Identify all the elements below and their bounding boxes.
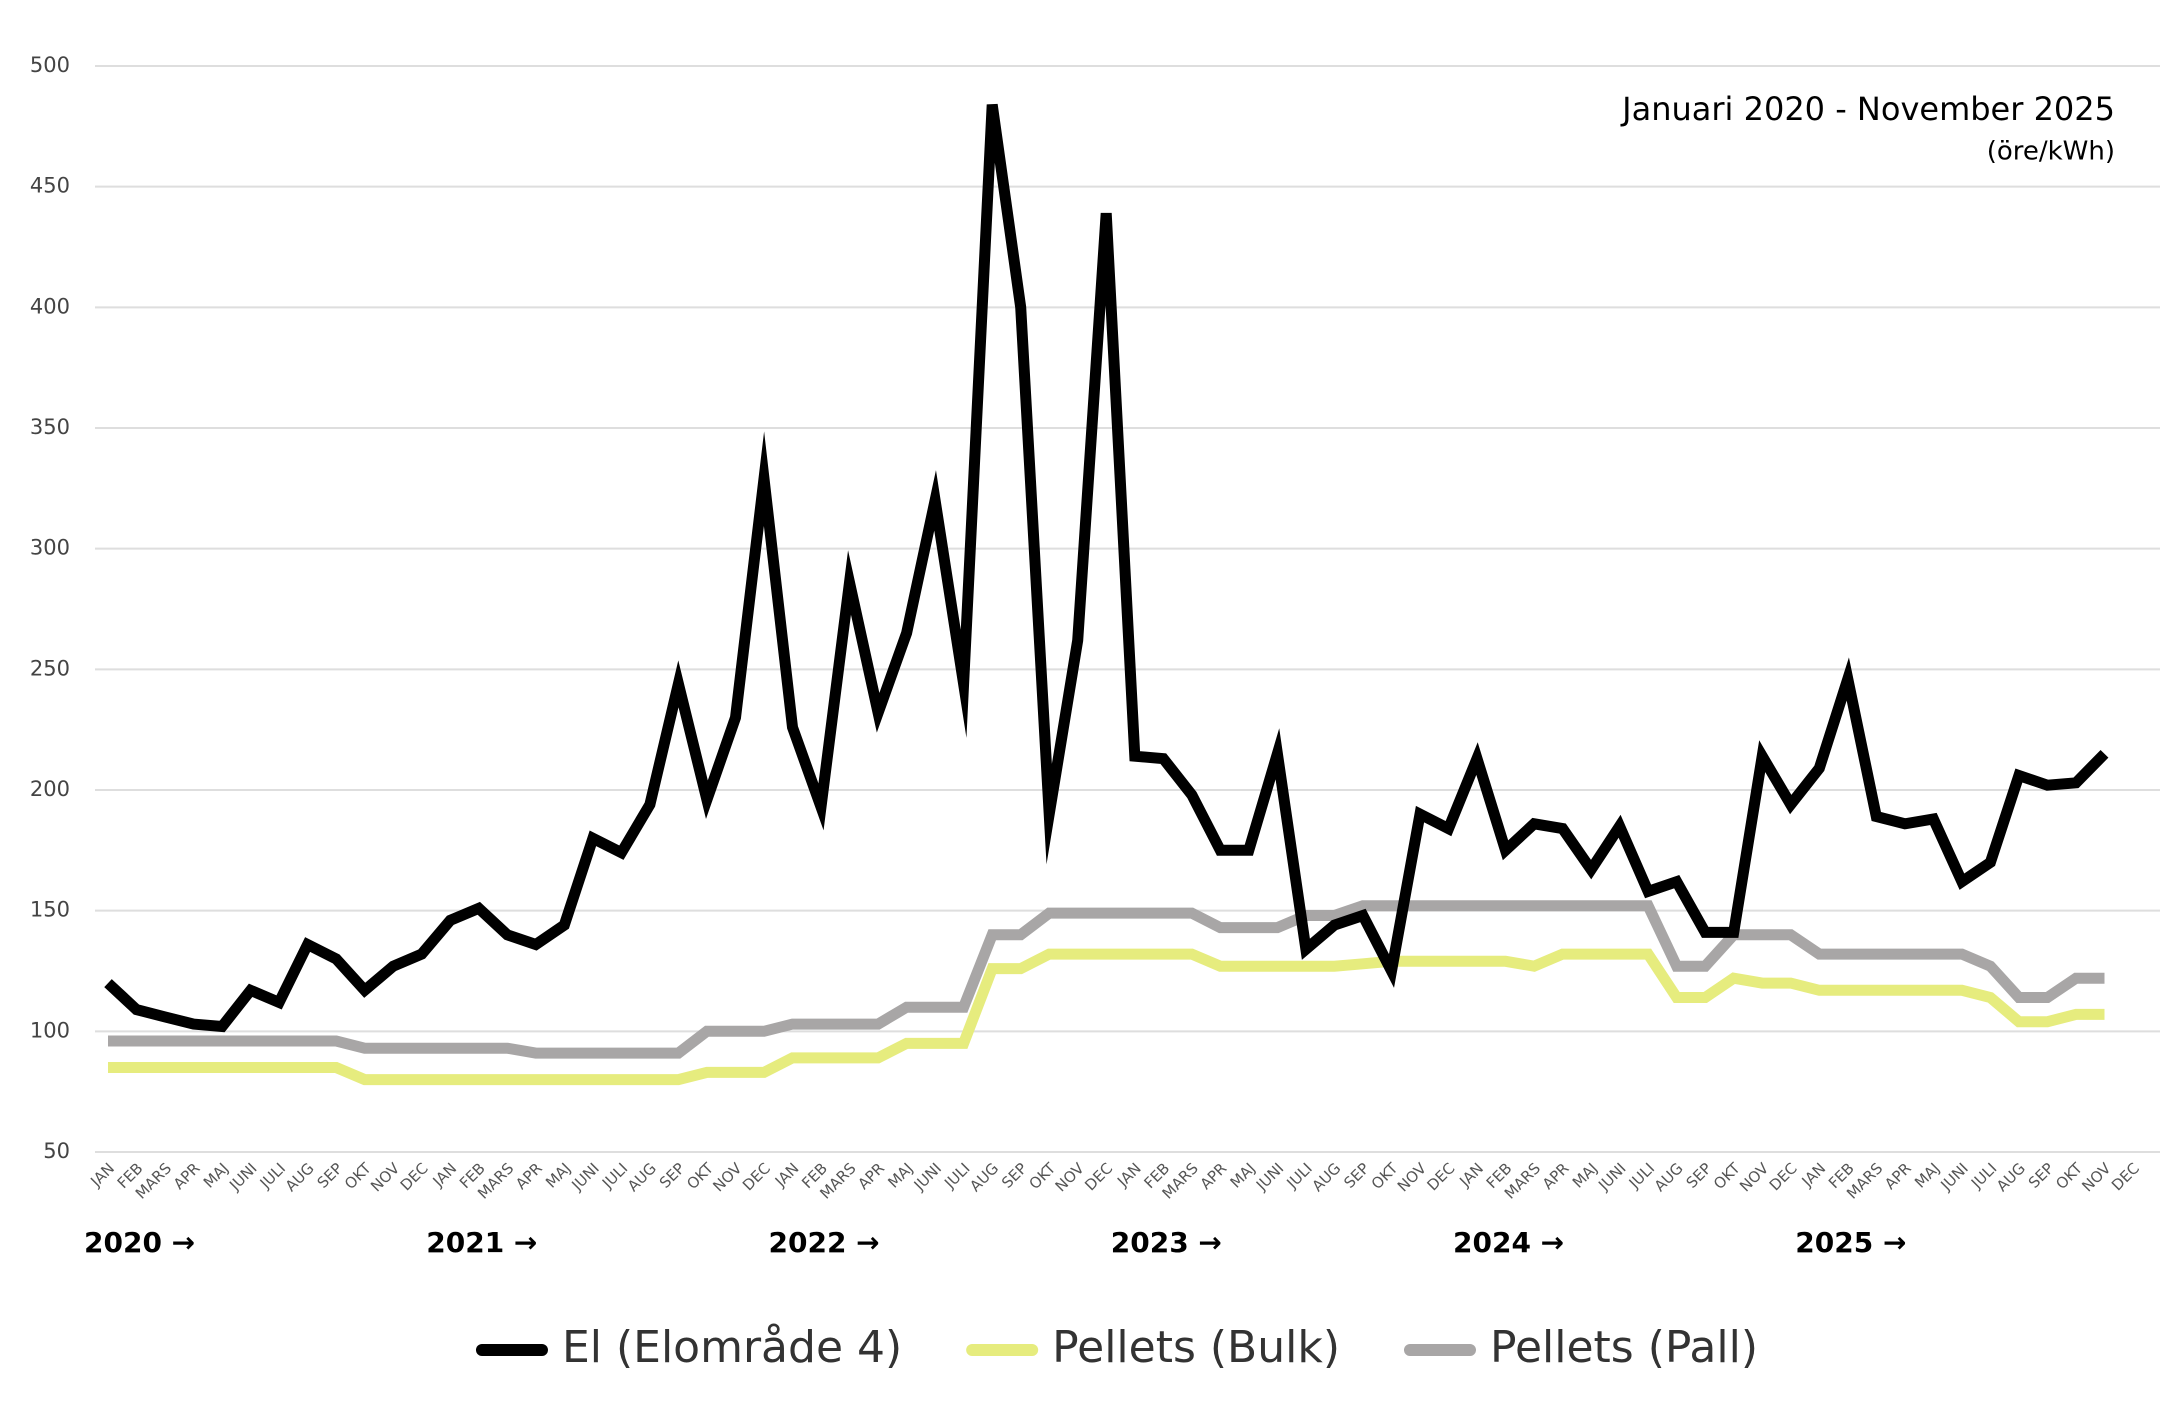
x-tick-label: JULI	[1967, 1159, 2000, 1192]
x-tick-label: OKT	[341, 1159, 375, 1193]
x-tick-label: SEP	[314, 1159, 347, 1192]
year-label: 2024 →	[1453, 1226, 1564, 1259]
x-tick-label: NOV	[1394, 1159, 1431, 1196]
x-tick-label: APR	[1881, 1159, 1915, 1193]
series-line	[108, 948, 2105, 1086]
legend-label: El (Elområde 4)	[562, 1322, 902, 1373]
x-tick-label: SEP	[656, 1159, 689, 1192]
chart-title: Januari 2020 - November 2025	[1620, 90, 2115, 128]
y-tick-label: 200	[30, 777, 70, 801]
x-tick-label: OKT	[1026, 1159, 1060, 1193]
x-tick-label: JUNI	[1594, 1159, 1629, 1194]
x-tick-label: MAJ	[542, 1159, 574, 1191]
legend-item: Pellets (Pall)	[1403, 1322, 1758, 1373]
x-tick-label: DEC	[397, 1159, 432, 1194]
x-tick-label: DEC	[1081, 1159, 1116, 1194]
year-label: 2023 →	[1111, 1226, 1222, 1259]
x-tick-label: APR	[1539, 1159, 1573, 1193]
y-tick-label: 50	[43, 1139, 70, 1163]
x-tick-label: NOV	[1052, 1159, 1089, 1196]
x-tick-label: OKT	[1710, 1159, 1744, 1193]
x-tick-label: DEC	[739, 1159, 774, 1194]
x-tick-label: JAN	[1798, 1159, 1830, 1191]
x-tick-label: NOV	[2078, 1159, 2115, 1196]
chart-subtitle: (öre/kWh)	[1987, 137, 2115, 167]
y-tick-label: 500	[30, 53, 70, 77]
y-tick-label: 450	[30, 174, 70, 198]
x-tick-label: JUNI	[1936, 1159, 1971, 1194]
x-tick-label: JULI	[1283, 1159, 1316, 1192]
x-tick-label: SEP	[998, 1159, 1031, 1192]
year-label: 2025 →	[1795, 1226, 1906, 1259]
y-tick-label: 250	[30, 656, 70, 680]
x-tick-label: APR	[512, 1159, 546, 1193]
x-tick-label: DEC	[2108, 1159, 2143, 1194]
year-label: 2020 →	[84, 1226, 195, 1259]
x-tick-label: JULI	[1625, 1159, 1658, 1192]
x-tick-label: AUG	[1993, 1159, 2029, 1195]
x-tick-label: NOV	[367, 1159, 404, 1196]
x-tick-label: JUNI	[1252, 1159, 1287, 1194]
x-tick-label: NOV	[709, 1159, 746, 1196]
x-tick-label: MAJ	[884, 1159, 916, 1191]
legend-label: Pellets (Bulk)	[1052, 1322, 1340, 1373]
y-tick-label: 100	[30, 1018, 70, 1042]
series-line	[104, 103, 2109, 1033]
x-tick-label: AUG	[1308, 1159, 1344, 1195]
x-tick-label: JUNI	[567, 1159, 602, 1194]
x-tick-label: APR	[1197, 1159, 1231, 1193]
x-tick-label: MAJ	[1569, 1159, 1601, 1191]
legend-item: Pellets (Bulk)	[966, 1322, 1340, 1373]
x-tick-label: APR	[170, 1159, 204, 1193]
x-tick-label: OKT	[1368, 1159, 1402, 1193]
x-tick-label: JUNI	[225, 1159, 260, 1194]
x-tick-label: AUG	[282, 1159, 318, 1195]
x-tick-label: MAJ	[1227, 1159, 1259, 1191]
year-label: 2021 →	[426, 1226, 537, 1259]
x-tick-label: JULI	[598, 1159, 631, 1192]
x-tick-label: DEC	[1423, 1159, 1458, 1194]
x-tick-label: SEP	[1340, 1159, 1373, 1192]
y-tick-label: 350	[30, 415, 70, 439]
y-tick-label: 400	[30, 294, 70, 318]
x-tick-label: MAJ	[1911, 1159, 1943, 1191]
x-tick-label: NOV	[1736, 1159, 1773, 1196]
x-tick-label: DEC	[1766, 1159, 1801, 1194]
x-tick-label: AUG	[966, 1159, 1002, 1195]
x-tick-label: JAN	[771, 1159, 803, 1191]
x-tick-label: OKT	[683, 1159, 717, 1193]
x-tick-label: JAN	[1113, 1159, 1145, 1191]
x-tick-label: JULI	[940, 1159, 973, 1192]
x-tick-label: AUG	[1651, 1159, 1687, 1195]
x-tick-label: OKT	[2052, 1159, 2086, 1193]
x-tick-label: JUNI	[910, 1159, 945, 1194]
y-tick-label: 300	[30, 536, 70, 560]
x-tick-label: MAJ	[200, 1159, 232, 1191]
x-tick-label: JAN	[86, 1159, 118, 1191]
series-line	[108, 900, 2105, 1059]
year-label: 2022 →	[769, 1226, 880, 1259]
x-tick-label: SEP	[1683, 1159, 1716, 1192]
x-tick-label: SEP	[2025, 1159, 2058, 1192]
x-tick-label: APR	[854, 1159, 888, 1193]
legend-label: Pellets (Pall)	[1490, 1322, 1758, 1373]
legend-item: El (Elområde 4)	[475, 1322, 902, 1373]
x-tick-label: JAN	[1455, 1159, 1487, 1191]
x-tick-label: JAN	[429, 1159, 461, 1191]
y-tick-label: 150	[30, 898, 70, 922]
x-tick-label: JULI	[256, 1159, 289, 1192]
x-tick-label: AUG	[624, 1159, 660, 1195]
